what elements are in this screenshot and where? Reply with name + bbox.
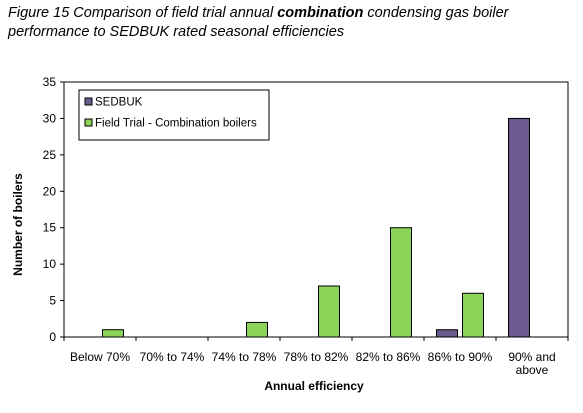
y-tick-label: 35 xyxy=(43,75,57,89)
y-tick-label: 25 xyxy=(43,148,57,162)
legend-swatch-sedbuk xyxy=(84,97,93,106)
x-category-label: 74% to 78% xyxy=(212,350,277,364)
y-tick-label: 10 xyxy=(43,257,57,271)
caption-part-2: condensing gas boiler performance to SED… xyxy=(8,5,509,40)
y-tick-label: 0 xyxy=(49,330,56,344)
y-tick-label: 20 xyxy=(43,184,57,198)
y-tick-label: 30 xyxy=(43,111,57,125)
y-tick-label: 5 xyxy=(49,294,56,308)
x-category-label: 86% to 90% xyxy=(428,350,493,364)
sedbuk-bar xyxy=(508,117,530,338)
field-trial-bar xyxy=(462,292,484,338)
x-category-label: 70% to 74% xyxy=(140,350,205,364)
plot-area-frame xyxy=(63,81,569,338)
x-axis-title: Annual efficiency xyxy=(264,379,364,393)
legend-label-field-trial: Field Trial - Combination boilers xyxy=(95,118,257,130)
figure-caption: Figure 15 Comparison of field trial annu… xyxy=(8,4,578,42)
legend-swatch-field-trial xyxy=(84,118,93,127)
legend-box xyxy=(78,89,270,141)
legend-label-sedbuk: SEDBUK xyxy=(95,97,143,109)
caption-part-1: Figure 15 Comparison of field trial annu… xyxy=(8,5,278,21)
field-trial-bar xyxy=(246,321,268,338)
sedbuk-bar xyxy=(436,329,458,338)
x-category-label: 78% to 82% xyxy=(284,350,349,364)
field-trial-bar xyxy=(390,227,412,338)
y-tick-label: 15 xyxy=(43,221,57,235)
y-axis-title: Number of boilers xyxy=(11,173,25,276)
caption-bold-word: combination xyxy=(277,5,364,21)
x-category-label: 82% to 86% xyxy=(356,350,421,364)
field-trial-bar xyxy=(318,285,340,338)
field-trial-bar xyxy=(102,329,124,338)
x-category-label: 90% and above xyxy=(508,350,555,377)
x-category-label: Below 70% xyxy=(70,350,130,364)
